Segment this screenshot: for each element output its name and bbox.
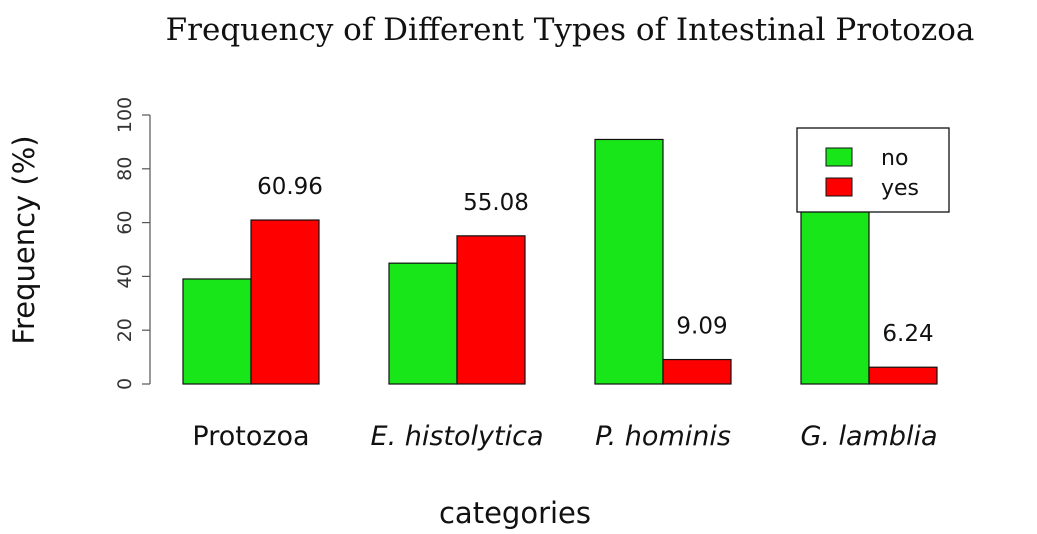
bar-no-0 (182, 278, 252, 385)
legend-swatch-no (825, 147, 853, 167)
legend-label-yes: yes (881, 176, 919, 201)
legend-box (796, 127, 950, 213)
x-axis-title: categories (439, 496, 591, 530)
y-tick-label: 80 (114, 157, 136, 181)
legend: no yes (796, 127, 950, 213)
bar-yes-2 (662, 358, 732, 385)
y-tick-label: 40 (114, 264, 136, 288)
data-labels: 60.96 55.08 9.09 6.24 (257, 174, 934, 347)
category-label: E. histolytica (371, 421, 544, 452)
category-label: Protozoa (192, 421, 309, 452)
bars (182, 131, 938, 385)
y-tick-label: 0 (114, 378, 136, 390)
chart-title: Frequency of Different Types of Intestin… (166, 12, 975, 48)
y-tick-label: 60 (114, 211, 136, 235)
data-label: 6.24 (882, 321, 933, 347)
bar-yes-3 (868, 366, 938, 385)
legend-label-no: no (881, 146, 908, 171)
y-tick-label: 100 (114, 97, 136, 133)
bar-yes-1 (456, 235, 526, 385)
bar-no-2 (594, 138, 664, 385)
data-label: 60.96 (257, 174, 323, 200)
category-labels: Protozoa E. histolytica P. hominis G. lambl… (192, 421, 937, 452)
y-tick-label: 20 (114, 318, 136, 342)
legend-swatch-yes (825, 177, 853, 197)
bar-no-1 (388, 262, 458, 385)
category-label: P. hominis (595, 421, 731, 452)
bar-yes-0 (250, 219, 320, 385)
data-label: 55.08 (463, 190, 529, 216)
y-axis-title: Frequency (%) (7, 135, 41, 344)
y-axis: 0 20 40 60 80 100 (114, 97, 151, 390)
category-label: G. lamblia (800, 421, 937, 452)
data-label: 9.09 (676, 314, 727, 340)
